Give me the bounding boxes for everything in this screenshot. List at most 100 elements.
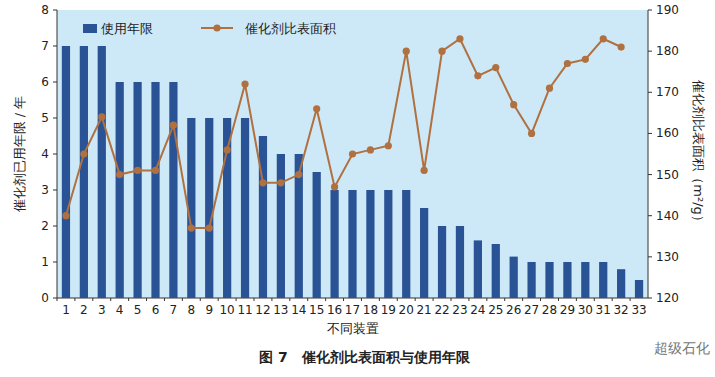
y2-axis-line (648, 10, 649, 298)
bar (384, 190, 392, 298)
y-tick (53, 46, 57, 47)
x-tick-label: 8 (187, 303, 195, 317)
x-tick (361, 298, 362, 301)
x-tick (128, 298, 129, 301)
x-tick-label: 21 (416, 303, 431, 317)
x-tick (218, 298, 219, 301)
marker (456, 35, 463, 42)
x-tick-label: 14 (291, 303, 306, 317)
bar (474, 240, 482, 298)
marker (600, 35, 607, 42)
x-tick (182, 298, 183, 301)
bar (241, 118, 249, 298)
x-tick-label: 20 (399, 303, 414, 317)
x-tick-label: 27 (524, 303, 539, 317)
y-tick (53, 190, 57, 191)
y2-tick-label: 150 (656, 168, 679, 182)
x-axis-title: 不同装置 (327, 321, 379, 336)
x-tick-label: 1 (62, 303, 70, 317)
x-tick (630, 298, 631, 301)
y-tick (53, 262, 57, 263)
y2-tick-label: 180 (656, 44, 679, 58)
marker (438, 48, 445, 55)
y2-tick (648, 256, 652, 257)
bar (223, 118, 231, 298)
marker (224, 146, 231, 153)
x-tick (468, 298, 469, 301)
chart: 0123456781201301401501601701801901234567… (0, 0, 715, 377)
x-tick-label: 23 (452, 303, 467, 317)
y-tick-label: 7 (41, 39, 49, 53)
y2-tick-label: 170 (656, 85, 679, 99)
x-tick (379, 298, 380, 301)
bar (313, 172, 321, 298)
x-tick (433, 298, 434, 301)
x-tick-label: 24 (470, 303, 485, 317)
marker (331, 183, 338, 190)
bar (80, 46, 88, 298)
x-tick (74, 298, 75, 301)
x-tick (451, 298, 452, 301)
x-tick-label: 16 (327, 303, 342, 317)
y-tick (53, 10, 57, 11)
marker (295, 171, 302, 178)
x-tick-label: 32 (613, 303, 628, 317)
bar (348, 190, 356, 298)
x-tick (415, 298, 416, 301)
bar (366, 190, 374, 298)
plot-marks (62, 35, 643, 298)
x-tick (325, 298, 326, 301)
y-tick (53, 298, 57, 299)
x-tick (540, 298, 541, 301)
line (66, 39, 621, 228)
y2-tick (648, 92, 652, 93)
x-tick-label: 2 (80, 303, 88, 317)
x-tick (110, 298, 111, 301)
x-tick-label: 4 (116, 303, 124, 317)
bar (133, 82, 141, 298)
legend-swatch (83, 24, 97, 33)
bar (420, 208, 428, 298)
x-tick (271, 298, 272, 301)
y-tick (53, 118, 57, 119)
y-axis-title: 催化剂已用年限 / 年 (12, 96, 27, 213)
y-tick (53, 82, 57, 83)
x-tick-label: 30 (578, 303, 593, 317)
x-tick (486, 298, 487, 301)
marker (313, 105, 320, 112)
y2-tick-label: 140 (656, 209, 679, 223)
y2-tick (648, 10, 652, 11)
x-tick-label: 3 (98, 303, 106, 317)
x-tick-label: 9 (205, 303, 213, 317)
bar (62, 46, 70, 298)
marker (385, 142, 392, 149)
x-tick (558, 298, 559, 301)
bar (527, 262, 535, 298)
x-tick (343, 298, 344, 301)
x-tick-label: 11 (237, 303, 252, 317)
x-tick-label: 5 (134, 303, 142, 317)
legend-label: 使用年限 (101, 21, 153, 36)
x-tick (504, 298, 505, 301)
x-tick-label: 10 (219, 303, 234, 317)
y-tick-label: 2 (41, 219, 49, 233)
x-tick-label: 15 (309, 303, 324, 317)
x-tick (236, 298, 237, 301)
marker (152, 167, 159, 174)
x-tick-label: 13 (273, 303, 288, 317)
marker (403, 48, 410, 55)
x-tick-label: 19 (381, 303, 396, 317)
marker (188, 224, 195, 231)
y2-tick-label: 120 (656, 291, 679, 305)
y2-tick (648, 298, 652, 299)
marker (134, 167, 141, 174)
x-tick-label: 7 (170, 303, 178, 317)
watermark: 超级石化 (654, 340, 710, 356)
x-tick (146, 298, 147, 301)
x-tick-label: 22 (434, 303, 449, 317)
marker (259, 179, 266, 186)
legend-marker (213, 24, 220, 31)
y2-tick-label: 160 (656, 126, 679, 140)
x-tick (307, 298, 308, 301)
bar (151, 82, 159, 298)
